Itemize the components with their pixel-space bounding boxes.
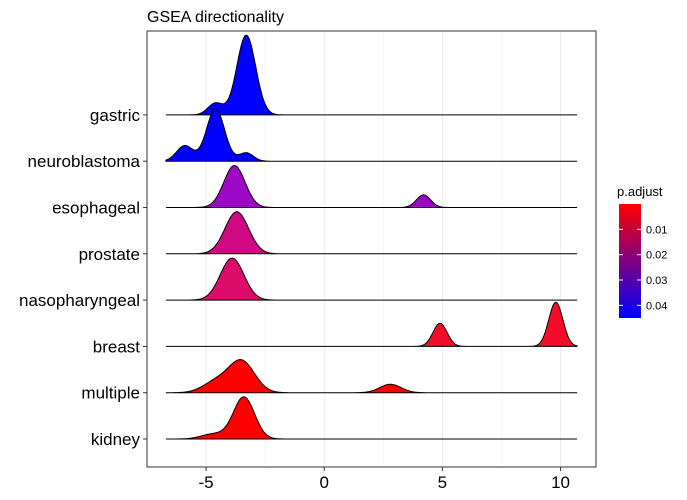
plot-panel-border [146,30,597,468]
ridge-prostate [165,211,578,255]
legend-title: p.adjust [617,184,663,199]
legend: p.adjust 0.01 0.02 0.03 0.04 [617,184,667,318]
y-tick-label: breast [93,337,141,356]
ridge-esophageal [165,164,578,208]
x-tick-label: 10 [551,473,570,492]
ridge-kidney [165,396,578,440]
y-tick-label: neuroblastoma [28,152,141,171]
ridge-nasopharyngeal [165,257,578,301]
y-tick-label: kidney [91,430,141,449]
y-tick-label: gastric [90,106,141,125]
ridges [165,34,578,440]
ridge-breast [165,301,578,347]
y-tick-label: esophageal [52,199,140,218]
x-tick-label: 5 [438,473,447,492]
legend-tick-label: 0.04 [646,300,667,312]
legend-tick-label: 0.02 [646,250,667,262]
ridge-multiple [165,359,578,394]
x-axis: -5 0 5 10 [199,467,570,492]
legend-tick-label: 0.03 [646,275,667,287]
chart-title: GSEA directionality [147,9,284,26]
y-axis: kidney multiple breast nasopharyngeal prosta… [19,106,147,449]
legend-ticks: 0.01 0.02 0.03 0.04 [619,224,667,312]
y-tick-label: multiple [81,384,140,403]
x-tick-label: -5 [199,473,214,492]
ridge-neuroblastoma [165,108,578,162]
legend-tick-label: 0.01 [646,224,667,236]
y-tick-label: nasopharyngeal [19,291,140,310]
x-tick-label: 0 [320,473,329,492]
y-tick-label: prostate [79,245,140,264]
legend-colorbar [619,204,641,318]
ridge-gastric [165,34,578,116]
